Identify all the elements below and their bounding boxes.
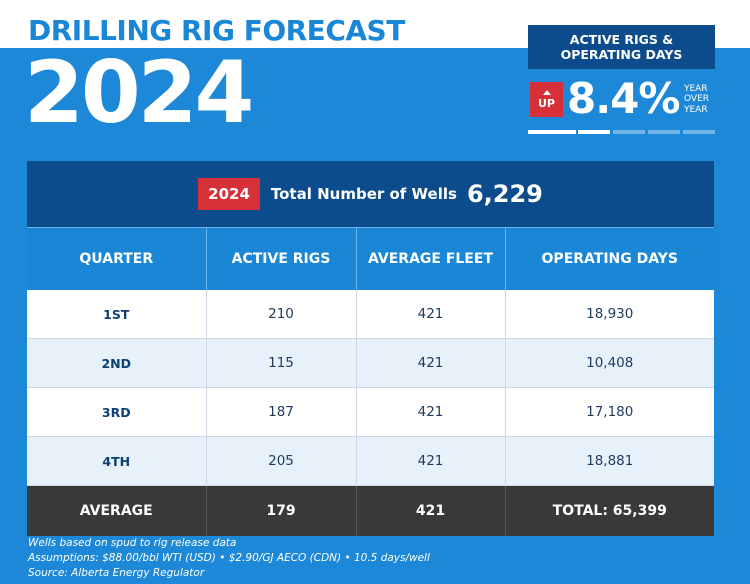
table-row: 2ND 115 421 10,408: [27, 338, 714, 388]
operating-days-cell: 18,930: [505, 290, 714, 339]
progress-segment: [578, 130, 610, 134]
yoy-line2: OVER: [684, 94, 710, 105]
operating-days-cell: 10,408: [505, 338, 714, 388]
average-active-rigs-cell: 179: [206, 485, 357, 536]
column-header-active-rigs: ACTIVE RIGS: [206, 227, 357, 290]
page-title: DRILLING RIG FORECAST: [28, 14, 405, 47]
footnotes: Wells based on spud to rig release data …: [28, 536, 430, 581]
total-operating-days-cell: TOTAL: 65,399: [505, 485, 714, 536]
growth-percent: 8.4%: [567, 74, 680, 123]
summary-value: 6,229: [466, 180, 543, 208]
table-row: 4TH 205 421 18,881: [27, 436, 714, 486]
summary-year-badge: 2024: [198, 178, 260, 210]
average-fleet-total-cell: 421: [356, 485, 506, 536]
stat-label-line1: ACTIVE RIGS &: [569, 32, 674, 47]
operating-days-cell: 18,881: [505, 436, 714, 486]
average-fleet-cell: 421: [356, 436, 506, 486]
average-fleet-cell: 421: [356, 387, 506, 437]
quarter-cell: 2ND: [27, 338, 207, 388]
quarter-cell: 1ST: [27, 290, 207, 339]
summary-label: Total Number of Wells: [270, 185, 457, 203]
active-rigs-cell: 210: [206, 290, 357, 339]
table-header-row: QUARTER ACTIVE RIGS AVERAGE FLEET OPERAT…: [27, 227, 714, 290]
forecast-panel: 2024 Total Number of Wells 6,229 QUARTER…: [27, 161, 714, 536]
operating-days-cell: 17,180: [505, 387, 714, 437]
stat-label-line2: OPERATING DAYS: [560, 47, 683, 62]
yoy-line1: YEAR: [684, 84, 708, 94]
forecast-table: QUARTER ACTIVE RIGS AVERAGE FLEET OPERAT…: [27, 227, 714, 536]
active-rigs-cell: 205: [206, 436, 357, 486]
column-header-operating-days: OPERATING DAYS: [505, 227, 714, 290]
active-rigs-cell: 115: [206, 338, 357, 388]
year-over-year-label: YEAR OVER YEAR: [684, 84, 724, 115]
up-badge-label: UP: [538, 96, 555, 110]
forecast-year: 2024: [24, 43, 254, 143]
average-fleet-cell: 421: [356, 338, 506, 388]
column-header-average-fleet: AVERAGE FLEET: [356, 227, 506, 290]
progress-segment: [613, 130, 645, 134]
column-header-quarter: QUARTER: [27, 227, 207, 290]
progress-segment: [544, 130, 576, 134]
footnote-source: Source: Alberta Energy Regulator: [28, 567, 205, 579]
table-row: 3RD 187 421 17,180: [27, 387, 714, 437]
stat-label-box: ACTIVE RIGS & OPERATING DAYS: [528, 25, 715, 69]
up-badge: UP: [530, 82, 563, 117]
progress-segment: [683, 130, 715, 134]
quarter-cell: 3RD: [27, 387, 207, 437]
footnote-wells: Wells based on spud to rig release data: [28, 537, 237, 549]
yoy-line3: YEAR: [684, 104, 708, 115]
footnote-assumptions: Assumptions: $88.00/bbl WTI (USD) • $2.9…: [28, 552, 430, 564]
active-rigs-cell: 187: [206, 387, 357, 437]
quarter-cell: 4TH: [27, 436, 207, 486]
wells-summary: 2024 Total Number of Wells 6,229: [27, 161, 714, 227]
table-row: 1ST 210 421 18,930: [27, 290, 714, 339]
up-arrow-icon: [542, 89, 551, 95]
progress-segment: [648, 130, 680, 134]
average-label-cell: AVERAGE: [27, 485, 207, 536]
average-row: AVERAGE 179 421 TOTAL: 65,399: [27, 485, 714, 536]
average-fleet-cell: 421: [356, 290, 506, 339]
